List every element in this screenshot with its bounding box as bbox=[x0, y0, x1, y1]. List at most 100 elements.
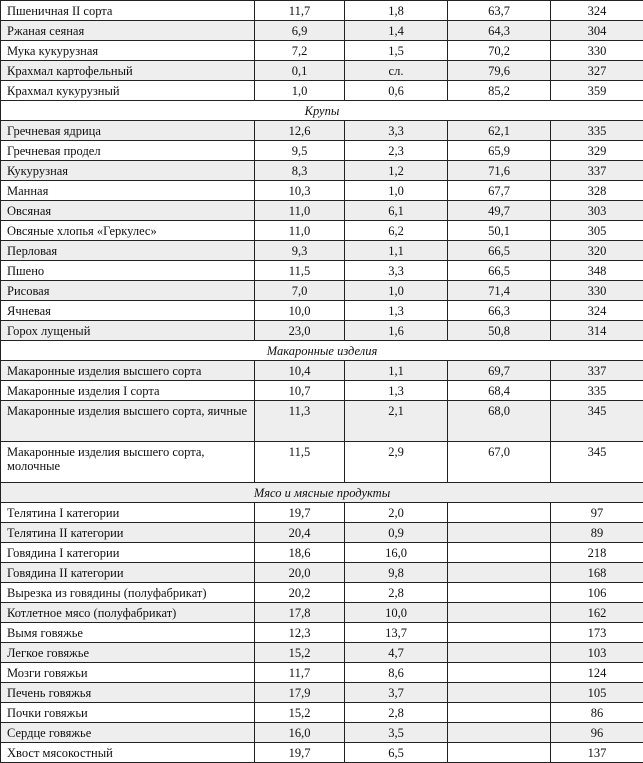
value-cell-2: 1,1 bbox=[345, 361, 448, 381]
value-cell-4: 335 bbox=[551, 121, 643, 141]
value-cell-4: 303 bbox=[551, 201, 643, 221]
value-cell-2: 1,2 bbox=[345, 161, 448, 181]
value-cell-3 bbox=[448, 543, 551, 563]
value-cell-1: 15,2 bbox=[255, 703, 345, 723]
value-cell-2: 2,0 bbox=[345, 503, 448, 523]
product-name-cell: Ржаная сеяная bbox=[1, 21, 255, 41]
value-cell-1: 19,7 bbox=[255, 743, 345, 763]
value-cell-1: 16,0 bbox=[255, 723, 345, 743]
value-cell-2: 3,3 bbox=[345, 261, 448, 281]
value-cell-4: 86 bbox=[551, 703, 643, 723]
value-cell-4: 304 bbox=[551, 21, 643, 41]
value-cell-1: 11,5 bbox=[255, 261, 345, 281]
value-cell-2: 2,8 bbox=[345, 583, 448, 603]
value-cell-2: 13,7 bbox=[345, 623, 448, 643]
value-cell-3: 85,2 bbox=[448, 81, 551, 101]
value-cell-4: 328 bbox=[551, 181, 643, 201]
value-cell-3: 68,0 bbox=[448, 401, 551, 442]
value-cell-2: 0,6 bbox=[345, 81, 448, 101]
value-cell-1: 11,0 bbox=[255, 201, 345, 221]
value-cell-4: 335 bbox=[551, 381, 643, 401]
value-cell-1: 11,7 bbox=[255, 1, 345, 21]
value-cell-1: 10,7 bbox=[255, 381, 345, 401]
value-cell-1: 10,3 bbox=[255, 181, 345, 201]
product-name-cell: Пшеничная II сорта bbox=[1, 1, 255, 21]
value-cell-1: 17,9 bbox=[255, 683, 345, 703]
value-cell-4: 103 bbox=[551, 643, 643, 663]
value-cell-3: 66,5 bbox=[448, 241, 551, 261]
value-cell-4: 320 bbox=[551, 241, 643, 261]
value-cell-1: 18,6 bbox=[255, 543, 345, 563]
product-name-cell: Манная bbox=[1, 181, 255, 201]
value-cell-3 bbox=[448, 683, 551, 703]
value-cell-3 bbox=[448, 663, 551, 683]
value-cell-1: 11,5 bbox=[255, 442, 345, 483]
value-cell-3 bbox=[448, 743, 551, 763]
value-cell-3: 79,6 bbox=[448, 61, 551, 81]
value-cell-4: 97 bbox=[551, 503, 643, 523]
product-name-cell: Телятина II категории bbox=[1, 523, 255, 543]
value-cell-2: 2,1 bbox=[345, 401, 448, 442]
value-cell-3 bbox=[448, 603, 551, 623]
product-name-cell: Макаронные изделия высшего сорта, молочн… bbox=[1, 442, 255, 483]
value-cell-4: 314 bbox=[551, 321, 643, 341]
value-cell-2: 8,6 bbox=[345, 663, 448, 683]
value-cell-1: 6,9 bbox=[255, 21, 345, 41]
value-cell-1: 12,3 bbox=[255, 623, 345, 643]
value-cell-2: 1,0 bbox=[345, 181, 448, 201]
value-cell-4: 345 bbox=[551, 401, 643, 442]
value-cell-2: 10,0 bbox=[345, 603, 448, 623]
value-cell-4: 137 bbox=[551, 743, 643, 763]
value-cell-4: 330 bbox=[551, 281, 643, 301]
value-cell-2: 1,1 bbox=[345, 241, 448, 261]
value-cell-2: 4,7 bbox=[345, 643, 448, 663]
value-cell-1: 11,7 bbox=[255, 663, 345, 683]
value-cell-1: 7,2 bbox=[255, 41, 345, 61]
value-cell-2: 1,6 bbox=[345, 321, 448, 341]
value-cell-4: 329 bbox=[551, 141, 643, 161]
product-name-cell: Пшено bbox=[1, 261, 255, 281]
value-cell-3: 67,7 bbox=[448, 181, 551, 201]
section-title: Мясо и мясные продукты bbox=[1, 483, 643, 503]
section-header-row: Макаронные изделия bbox=[1, 341, 643, 361]
section-header-row: Крупы bbox=[1, 101, 643, 121]
value-cell-4: 324 bbox=[551, 1, 643, 21]
value-cell-2: 2,8 bbox=[345, 703, 448, 723]
value-cell-3: 66,3 bbox=[448, 301, 551, 321]
value-cell-4: 106 bbox=[551, 583, 643, 603]
value-cell-3 bbox=[448, 703, 551, 723]
product-name-cell: Кукурузная bbox=[1, 161, 255, 181]
table-row: Макаронные изделия высшего сорта, молочн… bbox=[1, 442, 643, 483]
product-name-cell: Овсяные хлопья «Геркулес» bbox=[1, 221, 255, 241]
product-name-cell: Ячневая bbox=[1, 301, 255, 321]
value-cell-3 bbox=[448, 643, 551, 663]
product-name-cell: Котлетное мясо (полуфабрикат) bbox=[1, 603, 255, 623]
product-name-cell: Гречневая продел bbox=[1, 141, 255, 161]
value-cell-2: 1,3 bbox=[345, 381, 448, 401]
value-cell-3: 63,7 bbox=[448, 1, 551, 21]
value-cell-4: 345 bbox=[551, 442, 643, 483]
value-cell-4: 105 bbox=[551, 683, 643, 703]
value-cell-1: 11,3 bbox=[255, 401, 345, 442]
product-name-cell: Крахмал кукурузный bbox=[1, 81, 255, 101]
value-cell-3: 68,4 bbox=[448, 381, 551, 401]
value-cell-4: 168 bbox=[551, 563, 643, 583]
value-cell-3: 69,7 bbox=[448, 361, 551, 381]
